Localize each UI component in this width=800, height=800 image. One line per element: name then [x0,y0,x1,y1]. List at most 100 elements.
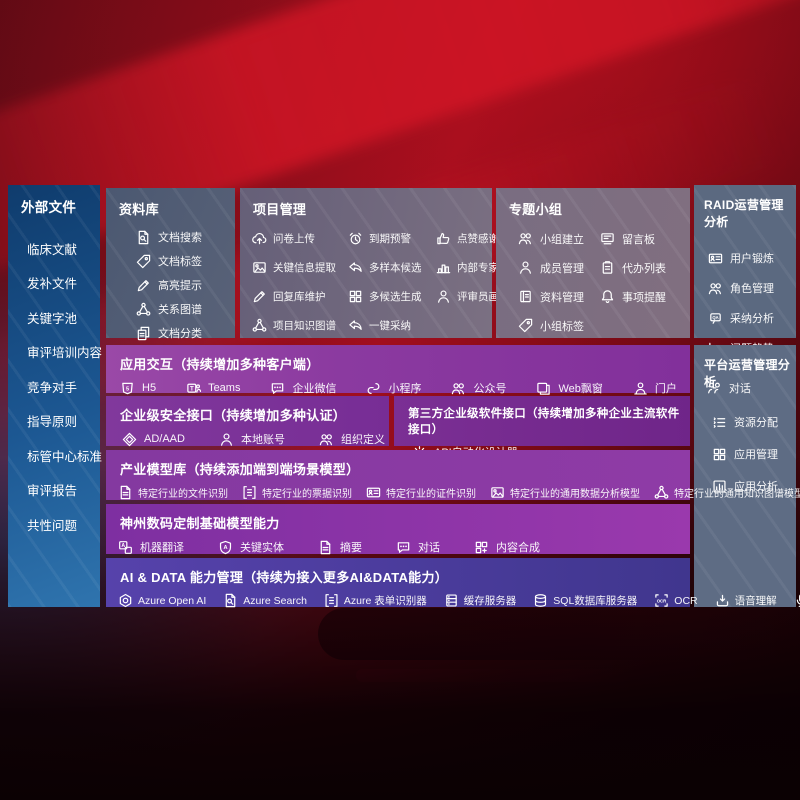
row-items: Azure Open AI Azure Search Azure 表单识别器 缓存服务… [106,586,690,608]
feature-item: Teams [186,381,240,396]
doc-icon [318,540,333,555]
row-thirdparty-software: 第三方企业级软件接口（持续增加多种企业主流软件接口） API自动化设计器 [394,396,690,459]
feature-item: 事项提醒 [600,282,690,311]
feature-item: 留言板 [600,224,690,253]
row-enterprise-security: 企业级安全接口（持续增加多种认证） AD/AAD 本地账号 组织定义 [106,396,389,446]
window-icon [536,381,551,396]
thumb-icon [436,231,451,246]
feature-label: H5 [142,382,157,394]
feature-label: 小组标签 [540,320,584,333]
panel-items: 文档搜索 文档标签 高亮提示 关系图谱 文档分类 [106,225,235,345]
feature-label: 特定行业的证件识别 [386,489,476,500]
tag-icon [518,318,533,333]
feature-label: 对话 [728,383,751,395]
feature-item: 公众号 [451,380,506,396]
feature-item: TTS [794,593,800,608]
desk-highlight-bar [356,669,628,682]
panel-title: 专题小组 [509,202,563,217]
feature-label: SQL数据库服务器 [553,595,638,607]
feature-label: 小组建立 [540,233,584,246]
feature-item: 特定行业的通用知识图谱模型 [654,485,800,500]
panel-library: 资料库 文档搜索 文档标签 高亮提示 关系图谱 文档分类 [106,188,235,340]
grid4-icon [712,447,727,462]
person-icon [518,260,533,275]
feature-item: 代办列表 [600,253,690,282]
row-title: AI & DATA 能力管理（持续为接入更多AI&DATA能力） [120,570,449,585]
row-industry-models: 产业模型库（持续添加端到端场景模型） 特定行业的文件识别 特定行业的票据识别 特定行… [106,450,800,500]
feature-label: 一键采纳 [369,320,411,332]
sidebar-item: 临床文献 [27,242,78,257]
panel-title: 资料库 [119,202,159,217]
feature-label: 内容合成 [496,542,540,554]
people-icon [708,281,723,296]
feature-item: 缓存服务器 [444,593,516,608]
feature-item: 内容合成 [474,539,540,555]
row-title: 第三方企业级软件接口（持续增加多种企业主流软件接口） [408,408,680,436]
compose-icon [474,540,489,555]
feature-item: 语音理解 [715,593,777,608]
feature-item: 用户锻炼 [694,243,796,273]
feature-item: 文档分类 [106,321,235,345]
panel-topic-groups: 专题小组 小组建立 留言板成员管理 代办列表资料管理 事项提醒小组标签 [496,188,690,338]
pen-icon [136,278,151,293]
row-items: 机器翻译 关键实体 摘要 对话 内容合成 [106,532,690,555]
feature-label: 关键信息提取 [273,262,336,274]
clipboard-icon [600,260,615,275]
feature-label: 特定行业的通用数据分析模型 [510,489,640,500]
feature-item: 多候选生成 [348,282,436,311]
form-icon [242,485,257,500]
feature-item: AD/AAD [122,432,185,447]
feature-item: 到期预警 [348,224,436,253]
people-icon [451,381,466,396]
feature-item: 成员管理 [518,253,600,282]
person-icon [436,289,451,304]
row-title: 神州数码定制基础模型能力 [120,516,280,531]
feature-label: 代办列表 [622,262,666,275]
feature-item: 特定行业的通用数据分析模型 [490,485,640,500]
sidebar-item: 审评培训内容 [27,346,103,361]
reply-icon [348,318,363,333]
feature-item: 特定行业的票据识别 [242,485,352,500]
feature-item: 小组标签 [518,311,600,340]
feature-label: 到期预警 [369,233,411,245]
feature-item: 关键信息提取 [252,253,348,282]
feature-item: H5 [120,381,156,396]
people-icon [518,231,533,246]
feature-item: Web飘窗 [536,380,603,396]
grid4-icon [348,289,363,304]
feature-label: 成员管理 [540,262,584,275]
feature-label: 特定行业的文件识别 [138,489,228,500]
docs-icon [136,326,151,341]
panel-external-files: 外部文件 临床文献 发补文件 关键字池 审评培训内容 竞争对手 指导原则 标管中心标准 审评报… [8,185,103,607]
feature-label: 特定行业的票据识别 [262,489,352,500]
mic-icon [794,593,800,608]
feature-label: 特定行业的通用知识图谱模型 [674,489,800,500]
feature-item: 回复库维护 [252,282,348,311]
teams-icon [186,381,201,396]
feature-item: 关键实体 [218,539,284,555]
panel-project-management: 项目管理 问卷上传 到期预警 点赞感谢 关键信息提取 多样本候选 内部专家排名 回复库维护多… [240,188,520,340]
feature-label: 事项提醒 [622,291,666,304]
portal-icon [633,381,648,396]
feature-item: 摘要 [318,539,362,555]
feature-label: 关键实体 [240,542,284,554]
translate-icon [118,540,133,555]
feature-item: 应用管理 [694,438,796,470]
feature-item: 对话 [707,380,751,396]
shield-icon [218,540,233,555]
doc-search-icon [223,593,238,608]
feature-label: 门户 [654,383,677,395]
bell-icon [600,289,615,304]
feature-item: Azure Search [223,593,307,608]
pen-icon [252,289,267,304]
feature-item: 文档搜索 [106,225,235,249]
feature-label: 项目知识图谱 [273,320,336,332]
feature-item: 资料管理 [518,282,600,311]
feature-item: 一键采纳 [348,311,436,340]
feature-label: 应用管理 [734,449,778,461]
feature-item: 本地账号 [219,431,285,447]
sidebar-item: 审评报告 [27,484,78,499]
graph-icon [252,318,267,333]
feature-label: 留言板 [622,233,655,246]
row-items: 特定行业的文件识别 特定行业的票据识别 特定行业的证件识别 特定行业的通用数据分析模型… [106,478,800,500]
